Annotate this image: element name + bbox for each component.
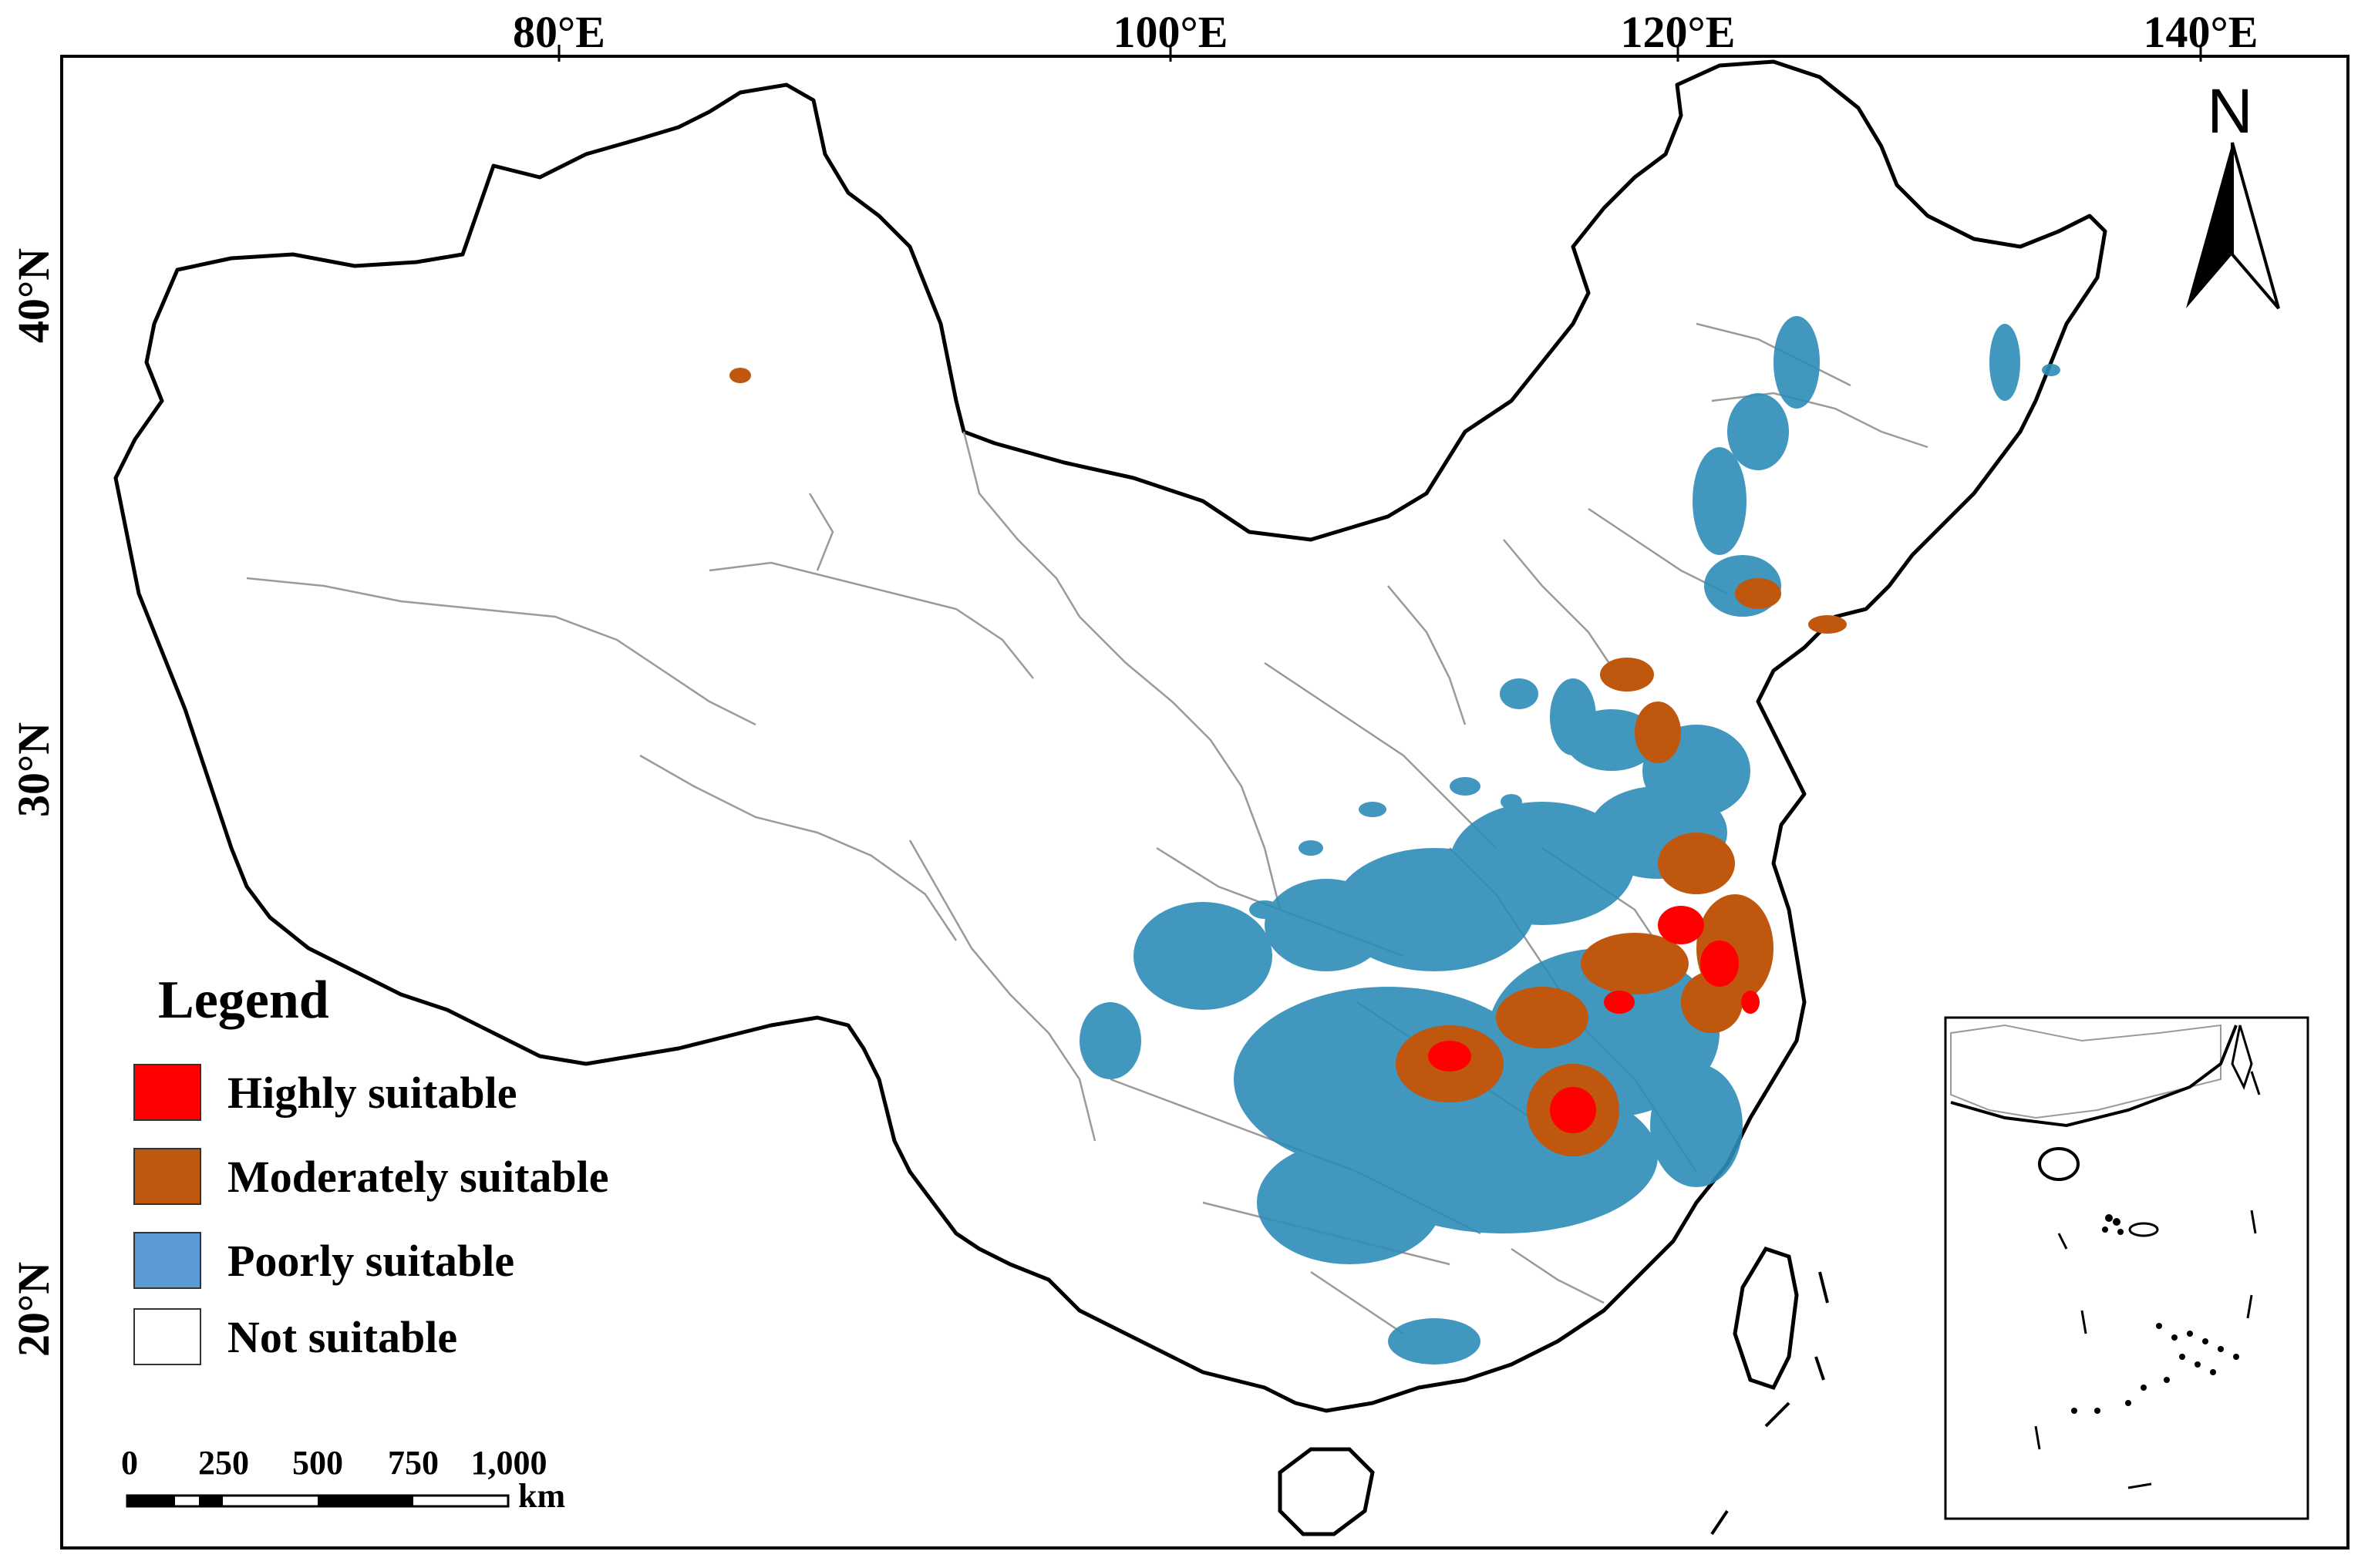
scale-unit: km (518, 1477, 566, 1515)
legend-swatch-highly (133, 1064, 201, 1121)
scale-bar-graphic (126, 1494, 510, 1508)
legend-swatch-poorly (133, 1232, 201, 1289)
north-arrow-icon (2186, 142, 2280, 310)
north-label: N (2207, 76, 2253, 146)
lat-label-40: 40°N (8, 247, 59, 343)
inset-map (1944, 1016, 2309, 1520)
map-frame (60, 55, 2349, 1549)
legend-item-moderately: Moderately suitable (133, 1146, 609, 1206)
lon-label-140: 140°E (2143, 7, 2259, 57)
scale-tick-500: 500 (292, 1444, 343, 1482)
lon-label-80: 80°E (513, 7, 605, 57)
scale-tick-0: 0 (121, 1444, 138, 1482)
lat-label-30: 30°N (8, 722, 59, 817)
scale-tick-750: 750 (388, 1444, 439, 1482)
highly-suitable-areas (1428, 906, 1760, 1133)
scale-tick-250: 250 (198, 1444, 249, 1482)
china-border (113, 59, 2107, 1413)
legend-label-highly: Highly suitable (227, 1067, 517, 1118)
legend-swatch-moderately (133, 1148, 201, 1205)
legend-label-poorly: Poorly suitable (227, 1235, 515, 1286)
legend-item-highly: Highly suitable (133, 1062, 517, 1122)
lat-label-20: 20°N (8, 1261, 59, 1357)
legend-swatch-not (133, 1308, 201, 1365)
legend-item-poorly: Poorly suitable (133, 1230, 514, 1290)
lon-label-100: 100°E (1113, 7, 1228, 57)
lon-label-120: 120°E (1620, 7, 1736, 57)
legend-item-not: Not suitable (133, 1307, 457, 1367)
hainan-island (1278, 1447, 1375, 1536)
sea-boundary-dashes (1710, 1271, 1829, 1536)
legend-title: Legend (158, 971, 329, 1030)
top-ticks (557, 45, 2202, 62)
legend-label-not: Not suitable (227, 1311, 458, 1362)
scale-tick-1000: 1,000 (470, 1444, 547, 1482)
legend-label-moderately: Moderately suitable (227, 1151, 609, 1202)
taiwan-island (1733, 1246, 1799, 1391)
